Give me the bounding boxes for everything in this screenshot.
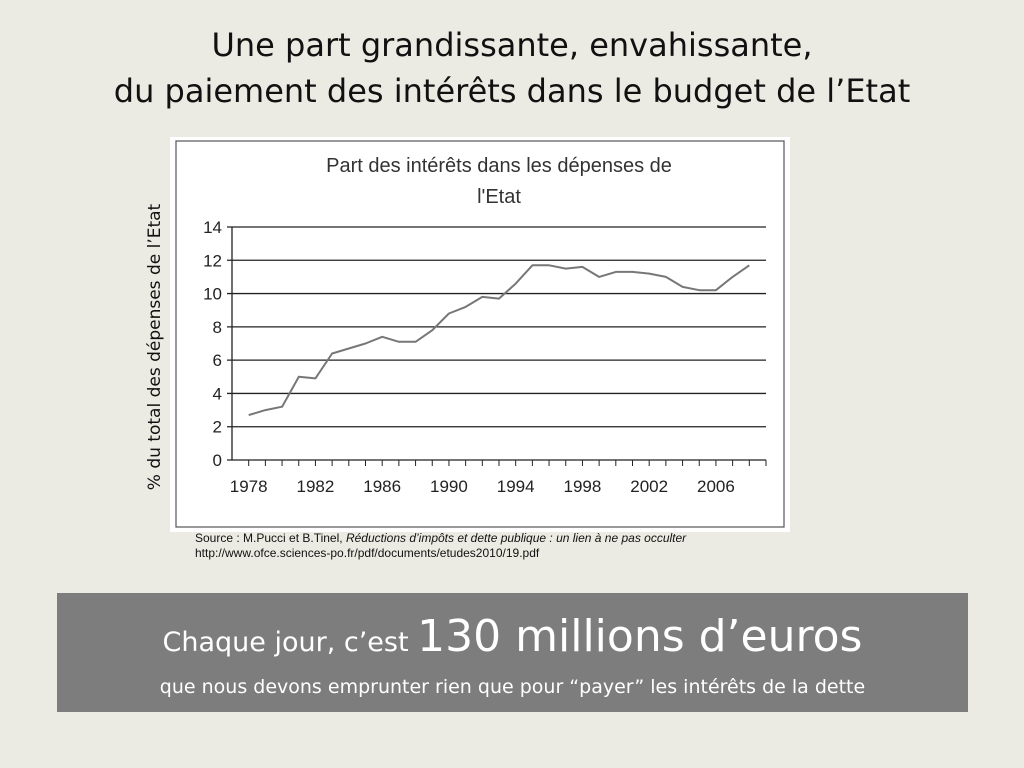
chart-title-line2: l'Etat <box>477 186 521 208</box>
x-tick-label: 1982 <box>297 477 335 496</box>
y-tick-label: 4 <box>213 384 222 403</box>
slide-title-line2: du paiement des intérêts dans le budget … <box>113 72 911 110</box>
banner-subtitle: que nous devons emprunter rien que pour … <box>159 676 866 698</box>
grid-lines <box>227 226 767 466</box>
x-tick-label: 1994 <box>497 477 535 496</box>
x-tick-label: 1978 <box>230 477 268 496</box>
highlight-banner: Chaque jour, c’est 130 millions d’euros … <box>57 593 968 712</box>
x-tick-label: 1998 <box>564 477 602 496</box>
source-citation: Source : M.Pucci et B.Tinel, Réductions … <box>195 531 686 561</box>
banner-lead: Chaque jour, c’est <box>162 627 418 658</box>
chart-title-line1: Part des intérêts dans les dépenses de <box>326 155 672 177</box>
y-tick-label: 10 <box>203 285 222 304</box>
y-tick-labels: 0 2 4 6 8 10 12 14 <box>203 218 222 470</box>
y-tick-label: 0 <box>213 451 222 470</box>
banner-amount: 130 millions d’euros <box>417 611 863 662</box>
x-tick-label: 1990 <box>430 477 468 496</box>
y-tick-label: 12 <box>203 251 222 270</box>
y-tick-label: 2 <box>213 418 222 437</box>
source-prefix: Source : M.Pucci et B.Tinel, <box>195 531 346 545</box>
series-layer <box>248 264 750 417</box>
series-line-0 <box>248 264 750 417</box>
x-tick-label: 2006 <box>697 477 735 496</box>
slide-title-line1: Une part grandissante, envahissante, <box>211 26 813 64</box>
chart-frame: Part des intérêts dans les dépenses de l… <box>170 137 790 532</box>
y-tick-label: 6 <box>213 351 222 370</box>
x-tick-label: 2002 <box>630 477 668 496</box>
y-axis-label: % du total des dépenses de l’Etat <box>145 203 165 491</box>
source-title: Réductions d’impôts et dette publique : … <box>345 531 687 545</box>
source-url: http://www.ofce.sciences-po.fr/pdf/docum… <box>195 546 540 560</box>
slide-title: Une part grandissante, envahissante, du … <box>0 22 1024 114</box>
y-tick-label: 14 <box>203 218 222 237</box>
x-tick-label: 1986 <box>363 477 401 496</box>
y-tick-label: 8 <box>213 318 222 337</box>
x-tick-labels: 1978 1982 1986 1990 1994 1998 2002 2006 <box>230 477 735 496</box>
line-chart: Part des intérêts dans les dépenses de l… <box>175 140 785 528</box>
